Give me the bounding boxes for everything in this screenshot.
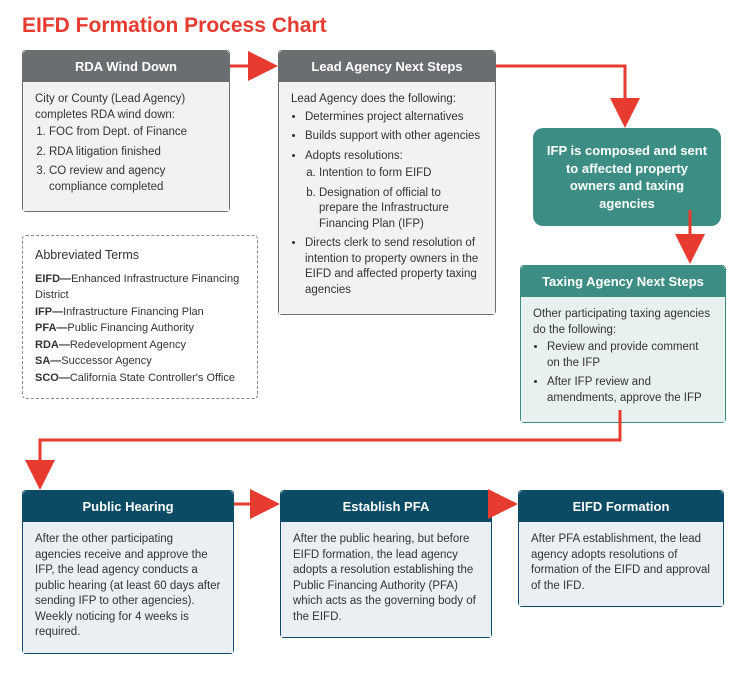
box-taxing-body: Other participating taxing agencies do t… <box>521 297 725 422</box>
rda-item-3: CO review and agency compliance complete… <box>49 164 217 195</box>
box-formation-header: EIFD Formation <box>519 491 723 522</box>
abbr-pfa: PFA—Public Financing Authority <box>35 320 245 337</box>
taxing-b2: After IFP review and amendments, approve… <box>547 375 713 406</box>
rda-item-2: RDA litigation finished <box>49 145 217 161</box>
box-lead-body: Lead Agency does the following: Determin… <box>279 82 495 314</box>
box-lead-agency: Lead Agency Next Steps Lead Agency does … <box>278 50 496 315</box>
box-formation-body: After PFA establishment, the lead agency… <box>519 522 723 606</box>
box-pfa-header: Establish PFA <box>281 491 491 522</box>
box-pfa-body: After the public hearing, but before EIF… <box>281 522 491 637</box>
taxing-b1: Review and provide comment on the IFP <box>547 340 713 371</box>
taxing-intro: Other participating taxing agencies do t… <box>533 307 713 338</box>
chart-title: EIFD Formation Process Chart <box>22 14 327 38</box>
abbr-ifp: IFP—Infrastructure Financing Plan <box>35 304 245 321</box>
box-rda-body: City or County (Lead Agency) completes R… <box>23 82 229 211</box>
lead-b2: Builds support with other agencies <box>305 129 483 145</box>
lead-b3b: Designation of official to prepare the I… <box>319 186 483 233</box>
box-taxing-header: Taxing Agency Next Steps <box>521 266 725 297</box>
lead-b3-label: Adopts resolutions: <box>305 150 403 162</box>
box-taxing-agency: Taxing Agency Next Steps Other participa… <box>520 265 726 423</box>
rda-intro: City or County (Lead Agency) completes R… <box>35 92 217 123</box>
abbr-title: Abbreviated Terms <box>35 246 245 265</box>
rda-item-1: FOC from Dept. of Finance <box>49 125 217 141</box>
lead-b1: Determines project alternatives <box>305 110 483 126</box>
lead-b3a: Intention to form EIFD <box>319 166 483 182</box>
lead-b4: Directs clerk to send resolution of inte… <box>305 236 483 298</box>
abbr-eifd: EIFD—Enhanced Infrastructure Financing D… <box>35 271 245 304</box>
lead-intro: Lead Agency does the following: <box>291 92 483 108</box>
box-hearing-body: After the other participating agencies r… <box>23 522 233 653</box>
box-rda-header: RDA Wind Down <box>23 51 229 82</box>
box-public-hearing: Public Hearing After the other participa… <box>22 490 234 654</box>
box-eifd-formation: EIFD Formation After PFA establishment, … <box>518 490 724 607</box>
abbr-rda: RDA—Redevelopment Agency <box>35 337 245 354</box>
box-hearing-header: Public Hearing <box>23 491 233 522</box>
box-ifp-composed: IFP is composed and sent to affected pro… <box>533 128 721 226</box>
box-establish-pfa: Establish PFA After the public hearing, … <box>280 490 492 638</box>
abbr-sa: SA—Successor Agency <box>35 353 245 370</box>
box-lead-header: Lead Agency Next Steps <box>279 51 495 82</box>
abbreviated-terms: Abbreviated Terms EIFD—Enhanced Infrastr… <box>22 235 258 399</box>
box-rda-wind-down: RDA Wind Down City or County (Lead Agenc… <box>22 50 230 212</box>
lead-b3: Adopts resolutions: Intention to form EI… <box>305 149 483 233</box>
abbr-sco: SCO—California State Controller's Office <box>35 370 245 387</box>
